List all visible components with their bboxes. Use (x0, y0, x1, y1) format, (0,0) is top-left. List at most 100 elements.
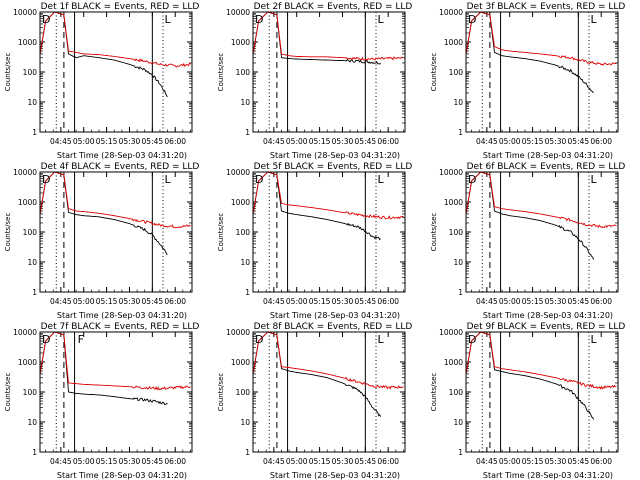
marker-letter: D (468, 333, 476, 346)
y-axis-label: Counts/sec (217, 373, 225, 412)
x-tick-label: 05:45 (355, 137, 377, 146)
series-line-lld (253, 332, 404, 390)
x-tick-label: 05:15 (309, 457, 331, 466)
x-tick-label: 05:45 (142, 457, 164, 466)
x-axis-label: Start Time (28-Sep-03 04:31:20) (483, 151, 613, 160)
panel-title: Det 8f BLACK = Events, RED = LLD (254, 322, 413, 332)
plot-frame (465, 331, 619, 453)
series-line-events (40, 172, 168, 255)
y-tick-label: 1000 (444, 358, 463, 367)
plot-frame (39, 331, 193, 453)
y-axis-label: Counts/sec (4, 53, 12, 92)
x-tick-label: 05:30 (332, 137, 354, 146)
x-axis-label: Start Time (28-Sep-03 04:31:20) (270, 311, 400, 320)
y-axis-label: Counts/sec (217, 53, 225, 92)
x-tick-label: 05:15 (522, 457, 544, 466)
y-tick-label: 1 (458, 448, 463, 457)
marker-letter: L (591, 333, 598, 346)
marker-letter: D (255, 173, 263, 186)
panel-title: Det 4f BLACK = Events, RED = LLD (41, 162, 200, 172)
y-tick-label: 10000 (13, 8, 37, 17)
x-tick-label: 05:00 (73, 137, 95, 146)
series-line-lld (40, 172, 191, 229)
marker-letter: D (255, 333, 263, 346)
x-tick-label: 05:30 (545, 297, 567, 306)
x-tick-label: 05:15 (309, 137, 331, 146)
marker-letter: F (78, 333, 84, 346)
y-tick-label: 10000 (226, 328, 250, 337)
y-tick-label: 10 (240, 98, 250, 107)
series-line-lld (253, 172, 404, 220)
x-tick-label: 06:00 (377, 457, 399, 466)
detector-panel-8: Det 8f BLACK = Events, RED = LLD Counts/s… (217, 322, 412, 480)
marker-letter: D (255, 13, 263, 26)
panel-title: Det 3f BLACK = Events, RED = LLD (467, 2, 626, 12)
y-axis-label: Counts/sec (430, 213, 438, 252)
x-tick-label: 04:45 (50, 457, 72, 466)
series-line-events (40, 12, 168, 98)
x-axis-label: Start Time (28-Sep-03 04:31:20) (57, 471, 187, 480)
detector-panel-1: Det 1f BLACK = Events, RED = LLD Counts/s… (4, 2, 199, 160)
x-tick-label: 05:15 (96, 457, 118, 466)
panel-title: Det 7f BLACK = Events, RED = LLD (41, 322, 200, 332)
y-tick-label: 10000 (13, 168, 37, 177)
y-tick-label: 100 (23, 68, 38, 77)
y-tick-label: 1000 (231, 198, 250, 207)
series-line-events (40, 332, 168, 406)
x-tick-label: 04:45 (263, 457, 285, 466)
marker-letter: D (42, 333, 50, 346)
plot-frame (252, 11, 406, 133)
detector-panel-4: Det 4f BLACK = Events, RED = LLD Counts/s… (4, 162, 199, 320)
x-tick-label: 05:00 (286, 297, 308, 306)
x-axis-label: Start Time (28-Sep-03 04:31:20) (270, 471, 400, 480)
x-axis-label: Start Time (28-Sep-03 04:31:20) (483, 311, 613, 320)
y-tick-label: 10 (240, 258, 250, 267)
x-tick-label: 05:00 (286, 137, 308, 146)
plot-frame (465, 11, 619, 133)
x-tick-label: 05:15 (522, 137, 544, 146)
y-tick-label: 1 (458, 128, 463, 137)
y-axis-label: Counts/sec (430, 373, 438, 412)
y-tick-label: 10000 (13, 328, 37, 337)
x-tick-label: 05:00 (73, 457, 95, 466)
x-tick-label: 04:45 (476, 457, 498, 466)
y-tick-label: 10 (27, 418, 37, 427)
series-line-lld (466, 332, 617, 390)
y-tick-label: 1000 (444, 198, 463, 207)
x-tick-label: 05:15 (522, 297, 544, 306)
y-tick-label: 10 (27, 258, 37, 267)
series-line-lld (253, 12, 404, 61)
marker-letter: L (378, 13, 385, 26)
x-tick-label: 05:00 (73, 297, 95, 306)
y-tick-label: 1000 (18, 198, 37, 207)
x-tick-label: 05:30 (332, 297, 354, 306)
x-tick-label: 05:45 (568, 137, 590, 146)
x-tick-label: 05:15 (96, 297, 118, 306)
series-line-lld (466, 172, 617, 229)
y-tick-label: 100 (236, 388, 251, 397)
marker-letter: L (378, 173, 385, 186)
y-tick-label: 1 (245, 448, 250, 457)
x-tick-label: 05:30 (119, 137, 141, 146)
marker-letter: L (591, 173, 598, 186)
y-tick-label: 100 (236, 228, 251, 237)
y-tick-label: 10 (27, 98, 37, 107)
x-tick-label: 04:45 (50, 137, 72, 146)
y-axis-label: Counts/sec (4, 213, 12, 252)
panel-title: Det 9f BLACK = Events, RED = LLD (467, 322, 626, 332)
y-tick-label: 10000 (439, 328, 463, 337)
x-tick-label: 05:30 (545, 137, 567, 146)
y-tick-label: 1000 (18, 358, 37, 367)
x-tick-label: 05:30 (545, 457, 567, 466)
x-tick-label: 05:45 (568, 457, 590, 466)
marker-letter: L (165, 173, 172, 186)
x-tick-label: 05:30 (332, 457, 354, 466)
y-tick-label: 1000 (444, 38, 463, 47)
x-tick-label: 05:45 (355, 297, 377, 306)
y-tick-label: 1 (458, 288, 463, 297)
y-tick-label: 10 (453, 258, 463, 267)
y-tick-label: 1 (32, 448, 37, 457)
y-tick-label: 1 (32, 288, 37, 297)
marker-letter: D (468, 13, 476, 26)
